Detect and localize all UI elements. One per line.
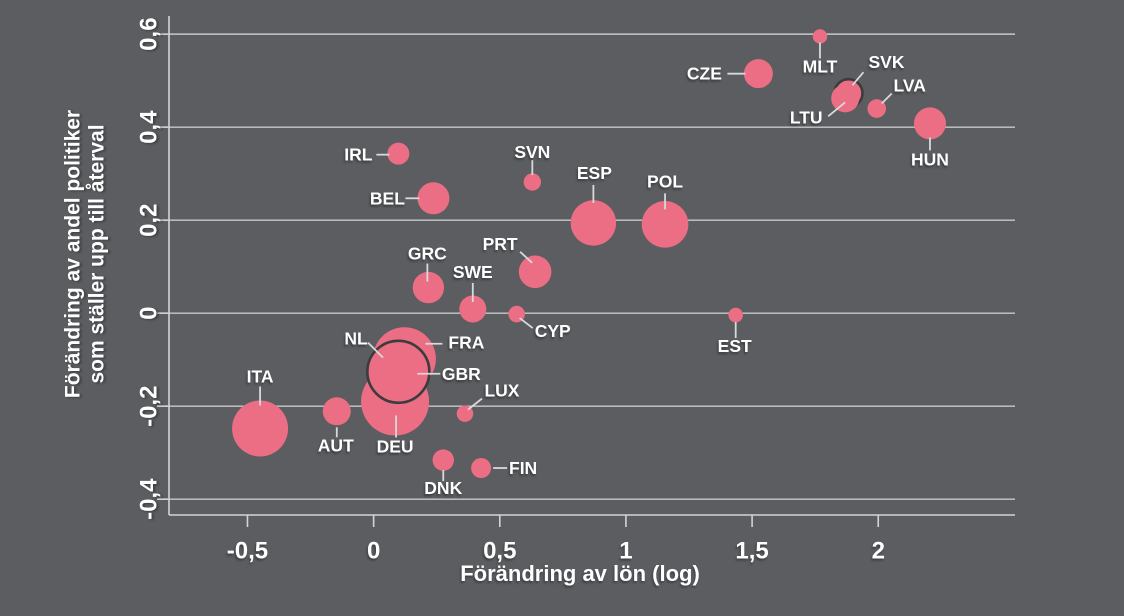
country-label-SVK: SVK	[868, 52, 904, 72]
axes-group: -0,5 0 0,5 1 1,5 2	[168, 16, 1015, 565]
bubble-CZE	[743, 59, 773, 89]
country-label-DEU: DEU	[377, 437, 414, 457]
leader-line-NL	[367, 342, 384, 359]
gridlines-group: 0,6 0,4 0,2 0 -0,2 -0,4	[136, 17, 1015, 520]
bubble-AUT	[322, 397, 351, 426]
bubble-IRL	[387, 142, 410, 165]
country-label-CYP: CYP	[535, 321, 571, 341]
x-tick-label: 0,5	[483, 538, 516, 565]
country-label-LTU: LTU	[790, 107, 823, 127]
y-tick-label: 0,4	[136, 110, 163, 144]
country-label-HUN: HUN	[911, 149, 949, 169]
country-label-ITA: ITA	[247, 367, 274, 387]
country-label-MLT: MLT	[803, 56, 838, 76]
country-label-LVA: LVA	[894, 76, 927, 96]
y-tick-label: -0,2	[136, 385, 163, 426]
x-tick-label: 1,5	[735, 538, 768, 565]
country-label-CZE: CZE	[687, 64, 722, 84]
x-tick-label: 0	[367, 538, 380, 565]
country-label-SWE: SWE	[453, 262, 493, 282]
bubbles-group	[232, 29, 946, 479]
y-tick-label: 0,6	[136, 17, 163, 50]
bubble-EST	[728, 307, 743, 323]
y-tick-label: 0	[136, 306, 163, 319]
x-tick-label: 2	[872, 538, 885, 565]
country-label-LUX: LUX	[484, 381, 519, 401]
country-label-GRC: GRC	[408, 244, 447, 264]
bubble-LTU	[831, 84, 860, 113]
bubble-HUN	[913, 107, 946, 140]
x-tick-label: -0,5	[227, 538, 268, 565]
y-axis-title-line2: som ställer upp till återval	[86, 124, 109, 384]
y-axis-title: Förändring av andel politiker som ställe…	[62, 110, 111, 398]
country-label-FIN: FIN	[509, 458, 537, 478]
bubble-SWE	[459, 295, 487, 323]
leader-line-PRT	[519, 251, 533, 264]
bubble-LVA	[867, 99, 887, 118]
country-label-FRA: FRA	[448, 333, 484, 353]
leader-line-LTU	[827, 101, 846, 118]
country-label-DNK: DNK	[424, 478, 462, 498]
country-label-BEL: BEL	[370, 188, 405, 208]
x-tick-label: 1	[619, 538, 632, 565]
country-label-SVN: SVN	[514, 142, 550, 162]
country-labels-group: ITA AUT FRA DEU NL GBR IRL BEL GRC SWE CYP LUX DNK FI…	[247, 52, 949, 498]
country-label-POL: POL	[647, 171, 683, 191]
bubble-SVN	[523, 173, 542, 191]
bubble-ITA	[232, 400, 289, 457]
bubble-BEL	[417, 182, 450, 215]
bubble-FIN	[471, 458, 492, 479]
leader-lines-group	[259, 42, 931, 482]
bubble-DNK	[432, 449, 454, 471]
leader-line-CYP	[519, 317, 534, 329]
y-tick-label: -0,4	[136, 478, 163, 520]
country-label-ESP: ESP	[577, 163, 612, 183]
country-label-PRT: PRT	[483, 234, 518, 254]
bubble-POL	[641, 201, 689, 248]
country-label-GBR: GBR	[442, 364, 481, 384]
leader-line-LUX	[467, 397, 483, 411]
y-tick-label: 0,2	[136, 203, 163, 236]
leader-line-LVA	[881, 92, 893, 105]
bubble-ESP	[570, 200, 617, 246]
leader-line-SVK	[851, 71, 865, 86]
country-label-AUT: AUT	[318, 435, 354, 455]
country-label-NL: NL	[344, 329, 368, 349]
country-label-IRL: IRL	[344, 145, 373, 165]
y-axis-title-line1: Förändring av andel politiker	[61, 109, 85, 399]
bubble-GRC	[412, 271, 445, 304]
x-axis-title: Förändring av lön (log)	[460, 561, 700, 586]
country-label-EST: EST	[718, 336, 752, 356]
bubble-MLT	[812, 29, 828, 44]
bubble-PRT	[518, 255, 552, 289]
